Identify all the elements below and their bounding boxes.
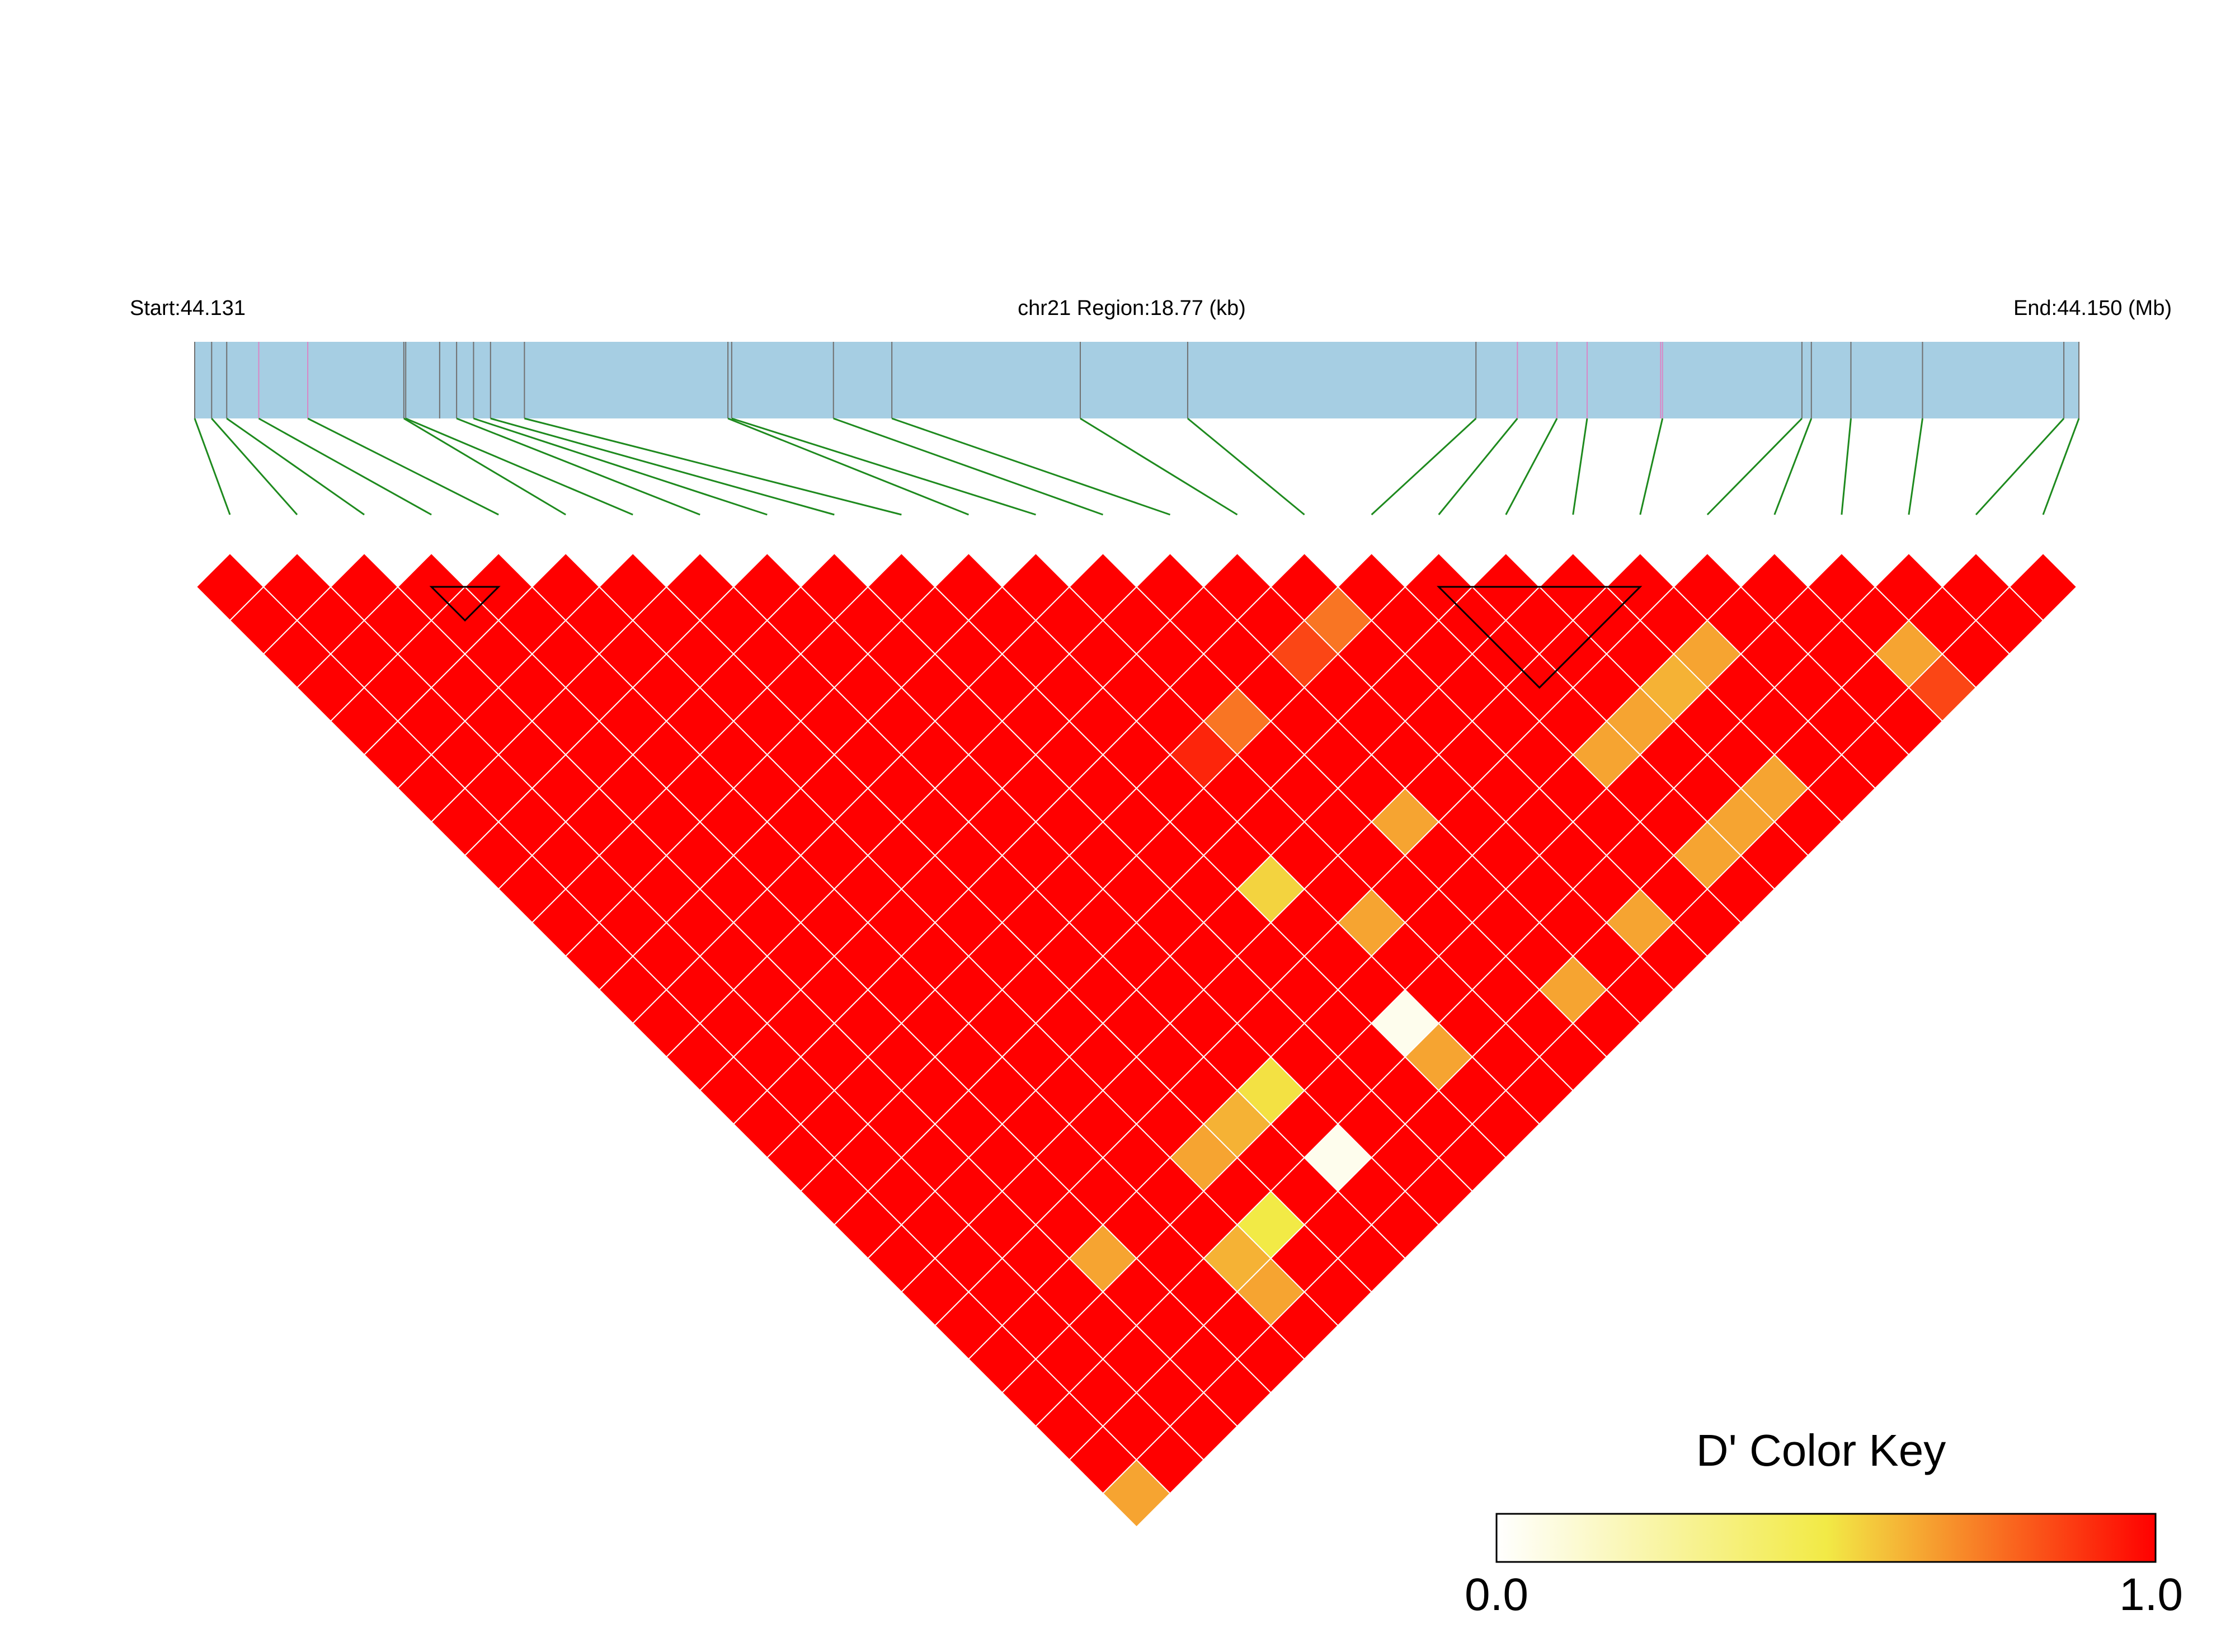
snp-connector — [226, 417, 365, 516]
haplotype-block-outline — [1437, 586, 1643, 689]
color-key-max-label: 1.0 — [2119, 1569, 2183, 1620]
color-key-min-label: 0.0 — [1465, 1569, 1528, 1620]
snp-connector — [891, 417, 1171, 516]
ld-heatmap-cells — [195, 552, 2078, 1528]
region-start-label: Start:44.131 — [130, 296, 246, 320]
gene-track — [195, 342, 2079, 418]
snp-connector — [1908, 418, 1923, 515]
snp-connector — [1841, 418, 1852, 515]
snp-connector — [405, 417, 633, 516]
color-key: D' Color Key 0.0 1.0 — [1465, 1425, 2183, 1620]
snp-connector — [731, 417, 1036, 516]
snp-connector — [1438, 418, 1518, 515]
snp-connector — [258, 417, 432, 516]
snp-connector — [524, 417, 902, 516]
snp-connector — [1371, 417, 1477, 516]
snp-connector — [1080, 417, 1238, 516]
snp-connector — [833, 417, 1103, 516]
snp-connector — [211, 418, 298, 515]
ld-cell — [2008, 552, 2078, 622]
region-end-label: End:44.150 (Mb) — [2013, 296, 2172, 320]
color-key-title: D' Color Key — [1696, 1425, 1946, 1475]
snp-position-lines — [194, 342, 2079, 418]
snp-connector — [194, 418, 231, 515]
haplotype-block-outline — [429, 586, 501, 622]
snp-connector — [2042, 418, 2080, 515]
snp-connector — [456, 417, 700, 516]
snp-connector — [1975, 417, 2065, 516]
snp-connector — [1639, 418, 1664, 515]
snp-connector — [1773, 418, 1813, 515]
region-title: chr21 Region:18.77 (kb) — [1018, 296, 1246, 320]
snp-connector — [1505, 418, 1558, 515]
snp-connector-lines — [194, 417, 2080, 516]
haplotype-block-outlines — [429, 586, 1643, 689]
snp-connector — [403, 417, 566, 516]
snp-connector — [1187, 417, 1305, 516]
snp-connector — [490, 417, 835, 516]
snp-connector — [1706, 417, 1803, 516]
snp-connector — [473, 417, 768, 516]
color-key-bar — [1495, 1513, 2157, 1563]
snp-connector — [1572, 418, 1588, 515]
snp-connector — [727, 417, 969, 516]
snp-connector — [307, 417, 499, 516]
